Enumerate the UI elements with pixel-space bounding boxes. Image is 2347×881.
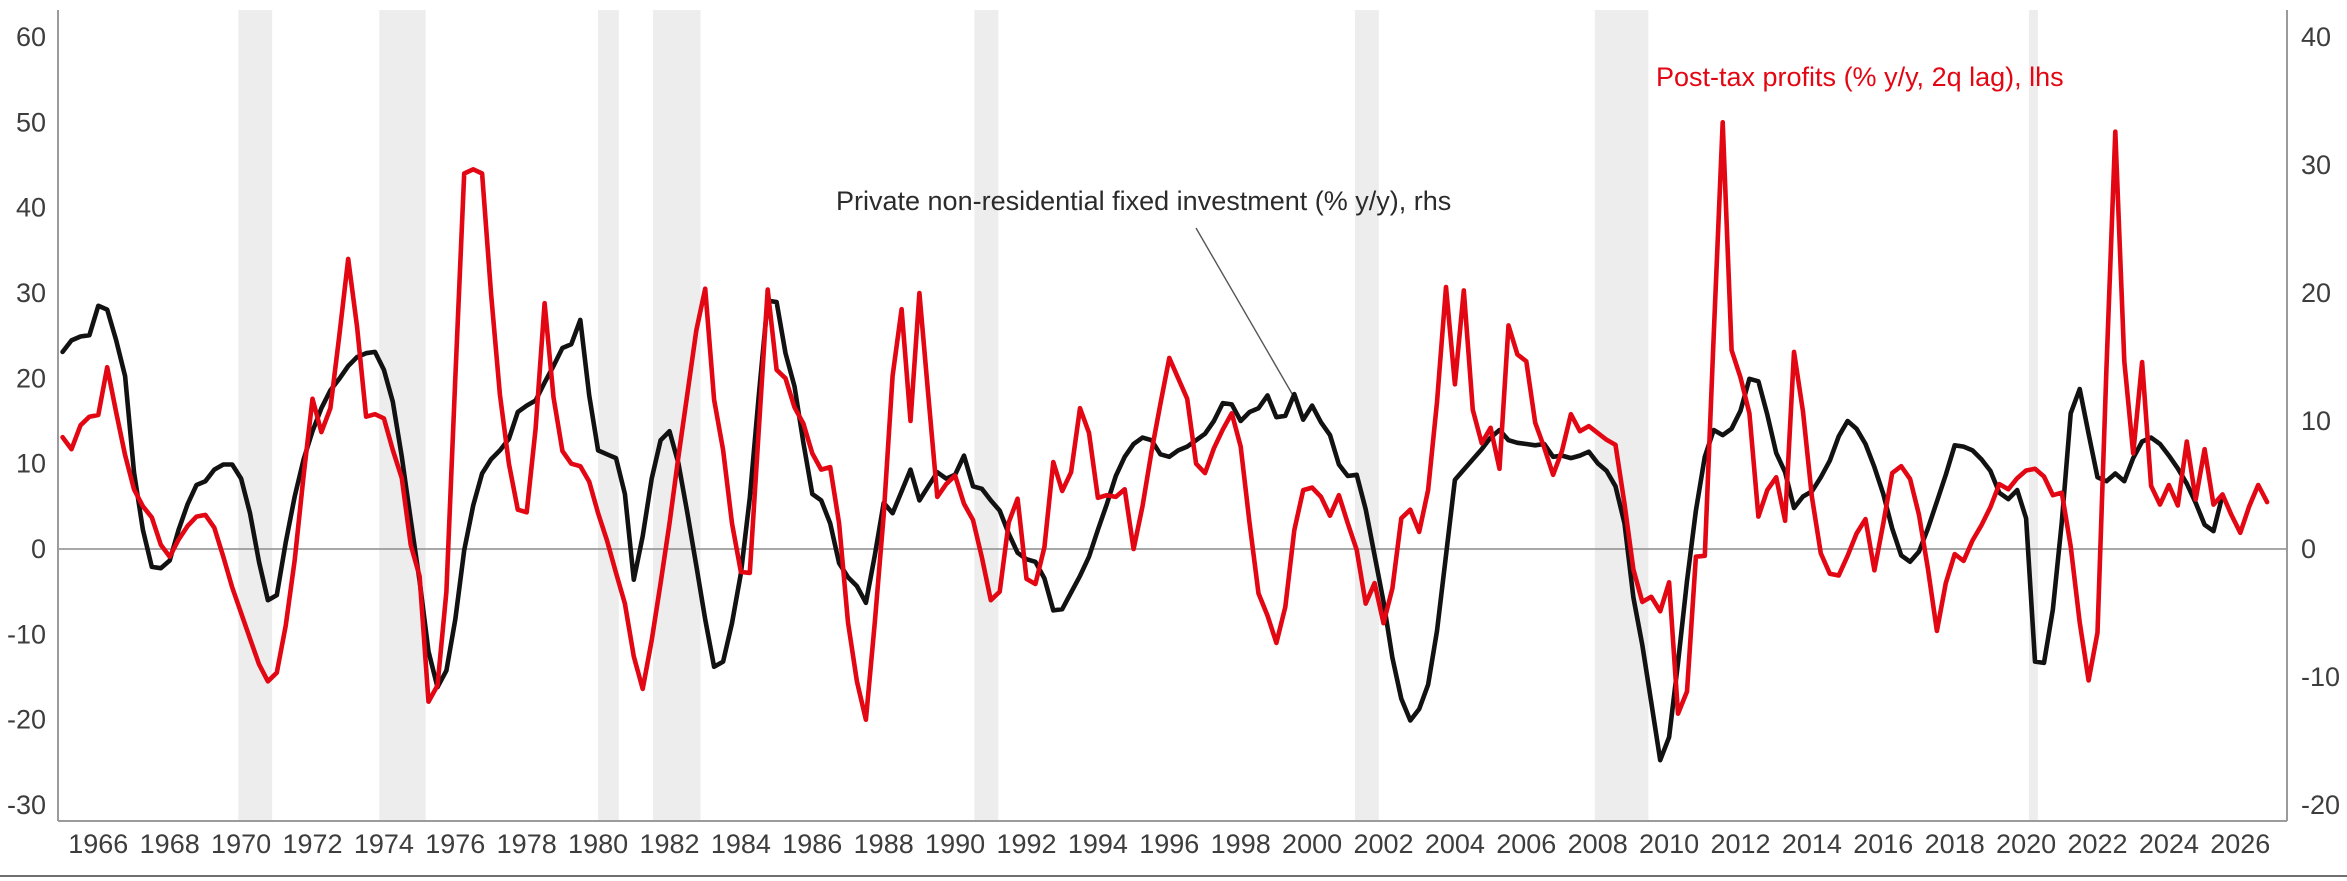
right-axis-tick-label: 30	[2301, 150, 2331, 180]
x-axis-year-label: 2024	[2139, 829, 2199, 859]
annotation-pointer-line	[1195, 227, 1299, 405]
x-axis-year-label: 1974	[354, 829, 414, 859]
x-axis-year-label: 2006	[1496, 829, 1556, 859]
x-axis-year-label: 1982	[639, 829, 699, 859]
x-axis-year-label: 1996	[1139, 829, 1199, 859]
x-axis-year-label: 2010	[1639, 829, 1699, 859]
left-axis-tick-label: 0	[31, 534, 46, 564]
x-axis-year-label: 1990	[925, 829, 985, 859]
x-axis-year-label: 2004	[1425, 829, 1485, 859]
right-axis-tick-label: 0	[2301, 534, 2316, 564]
recession-band	[974, 10, 999, 821]
x-axis-year-label: 1970	[211, 829, 271, 859]
left-axis-tick-label: 10	[16, 449, 46, 479]
x-axis-year-label: 1992	[996, 829, 1056, 859]
right-axis-tick-label: 10	[2301, 406, 2331, 436]
right-axis-tick-label: 20	[2301, 278, 2331, 308]
x-axis-year-label: 1986	[782, 829, 842, 859]
x-axis-year-label: 2020	[1996, 829, 2056, 859]
left-axis-tick-label: 50	[16, 107, 46, 137]
x-axis-year-label: 1972	[282, 829, 342, 859]
right-axis-tick-label: -20	[2301, 790, 2340, 820]
bottom-rule	[0, 875, 2347, 877]
profits-series-label: Post-tax profits (% y/y, 2q lag), lhs	[1656, 62, 2064, 92]
x-axis-year-label: 1998	[1211, 829, 1271, 859]
x-axis-year-label: 2012	[1710, 829, 1770, 859]
left-axis-tick-label: -10	[7, 619, 46, 649]
x-axis-year-label: 1984	[711, 829, 771, 859]
recession-band	[379, 10, 426, 821]
left-axis-tick-label: -20	[7, 705, 46, 735]
x-axis-year-label: 1980	[568, 829, 628, 859]
x-axis-year-label: 1978	[497, 829, 557, 859]
left-axis-tick-label: 30	[16, 278, 46, 308]
x-axis-year-label: 1994	[1068, 829, 1128, 859]
x-axis-year-label: 2016	[1853, 829, 1913, 859]
x-axis-year-label: 1976	[425, 829, 485, 859]
x-axis-year-label: 2018	[1925, 829, 1985, 859]
x-axis-year-label: 1966	[68, 829, 128, 859]
recession-band	[1594, 10, 1649, 821]
x-axis-year-label: 1968	[140, 829, 200, 859]
x-axis-year-label: 2026	[2210, 829, 2270, 859]
x-axis-year-label: 1988	[854, 829, 914, 859]
left-axis-tick-label: 20	[16, 363, 46, 393]
x-axis-year-label: 2014	[1782, 829, 1842, 859]
left-axis-tick-label: 60	[16, 22, 46, 52]
recession-band	[238, 10, 273, 821]
x-axis-year-label: 2002	[1353, 829, 1413, 859]
recession-band	[598, 10, 619, 821]
x-axis-year-label: 2022	[2067, 829, 2127, 859]
investment-series-label: Private non-residential fixed investment…	[836, 186, 1452, 216]
recession-band	[2028, 10, 2038, 821]
right-axis-tick-label: 40	[2301, 22, 2331, 52]
profits-line	[60, 120, 2270, 723]
right-axis-tick-label: -10	[2301, 662, 2340, 692]
recession-band	[653, 10, 701, 821]
x-axis-year-label: 2000	[1282, 829, 1342, 859]
recession-band	[1354, 10, 1379, 821]
left-axis-tick-label: -30	[7, 790, 46, 820]
x-axis-year-label: 2008	[1568, 829, 1628, 859]
left-axis-tick-label: 40	[16, 193, 46, 223]
